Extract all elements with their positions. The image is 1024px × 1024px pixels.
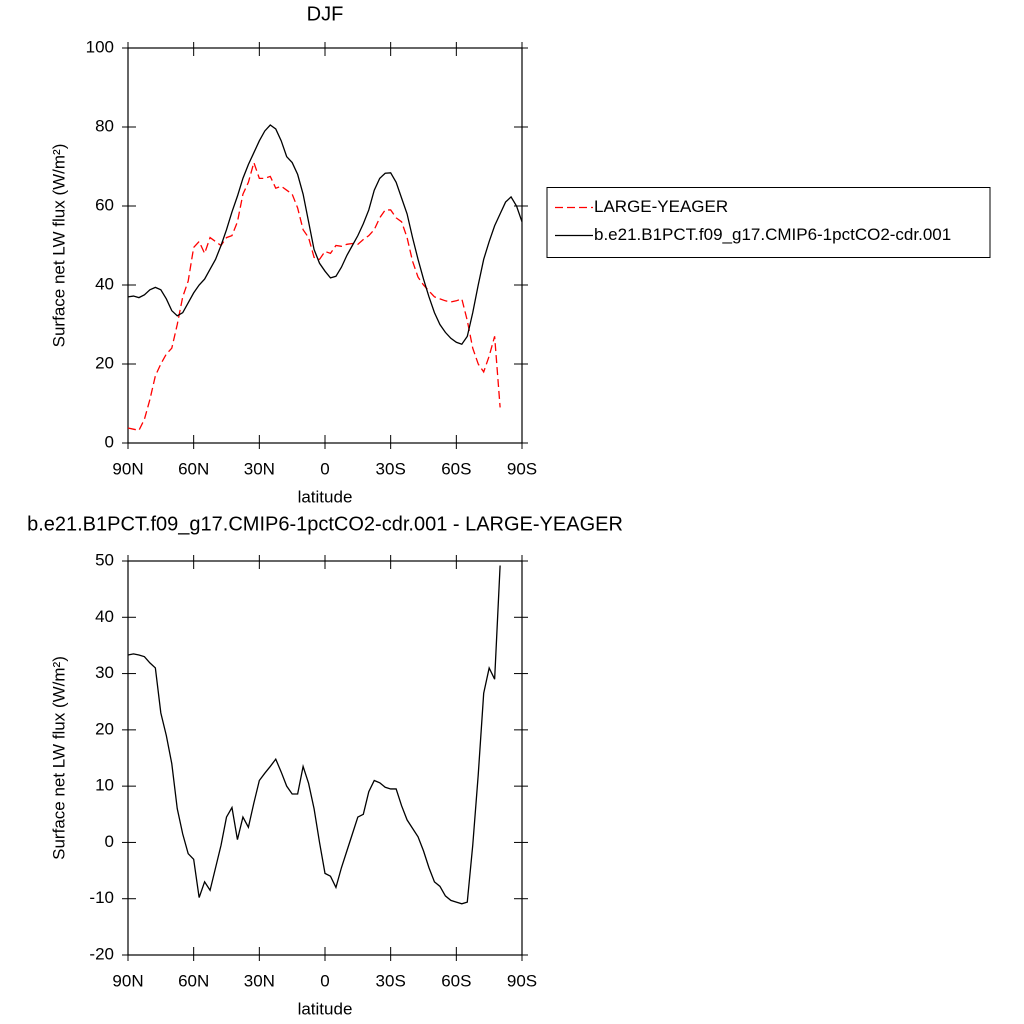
- legend-label: LARGE-YEAGER: [594, 197, 728, 216]
- legend-box: [546, 187, 991, 258]
- y-tick-label: 50: [95, 550, 114, 569]
- y-tick-label: 10: [95, 776, 114, 795]
- y-tick-label: 30: [95, 663, 114, 682]
- x-tick-label: 90S: [507, 459, 537, 478]
- data-line: [127, 124, 523, 346]
- y-tick-label: 0: [105, 832, 114, 851]
- data-line: [127, 565, 501, 905]
- x-tick-label: 90N: [112, 971, 143, 990]
- y-axis-label: Surface net LW flux (W/m²): [49, 656, 68, 860]
- x-tick-label: 0: [320, 971, 329, 990]
- x-tick-label: 60N: [178, 459, 209, 478]
- y-tick-label: 0: [105, 432, 114, 451]
- x-tick-label: 30N: [244, 971, 275, 990]
- x-tick-label: 0: [320, 459, 329, 478]
- x-axis-label: latitude: [298, 487, 353, 506]
- y-tick-label: 20: [95, 719, 114, 738]
- x-tick-label: 90S: [507, 971, 537, 990]
- y-tick-label: 20: [95, 353, 114, 372]
- chart-title: DJF: [307, 3, 344, 25]
- x-tick-label: 60N: [178, 971, 209, 990]
- x-tick-label: 60S: [441, 459, 471, 478]
- legend-label: b.e21.B1PCT.f09_g17.CMIP6-1pctCO2-cdr.00…: [594, 225, 951, 244]
- x-axis-label: latitude: [298, 999, 353, 1018]
- y-tick-label: 40: [95, 607, 114, 626]
- data-line: [127, 160, 501, 432]
- y-tick-label: -10: [89, 888, 114, 907]
- chart-title: b.e21.B1PCT.f09_g17.CMIP6-1pctCO2-cdr.00…: [27, 513, 623, 535]
- x-tick-label: 30S: [376, 459, 406, 478]
- y-tick-label: 40: [95, 274, 114, 293]
- x-tick-label: 60S: [441, 971, 471, 990]
- x-tick-label: 30N: [244, 459, 275, 478]
- x-tick-label: 30S: [376, 971, 406, 990]
- plot-frame: [127, 560, 523, 956]
- y-tick-label: 100: [86, 37, 114, 56]
- y-tick-label: 60: [95, 195, 114, 214]
- plot-frame: [127, 47, 523, 444]
- x-tick-label: 90N: [112, 459, 143, 478]
- y-tick-label: 80: [95, 116, 114, 135]
- y-axis-label: Surface net LW flux (W/m²): [49, 144, 68, 348]
- y-tick-label: -20: [89, 944, 114, 963]
